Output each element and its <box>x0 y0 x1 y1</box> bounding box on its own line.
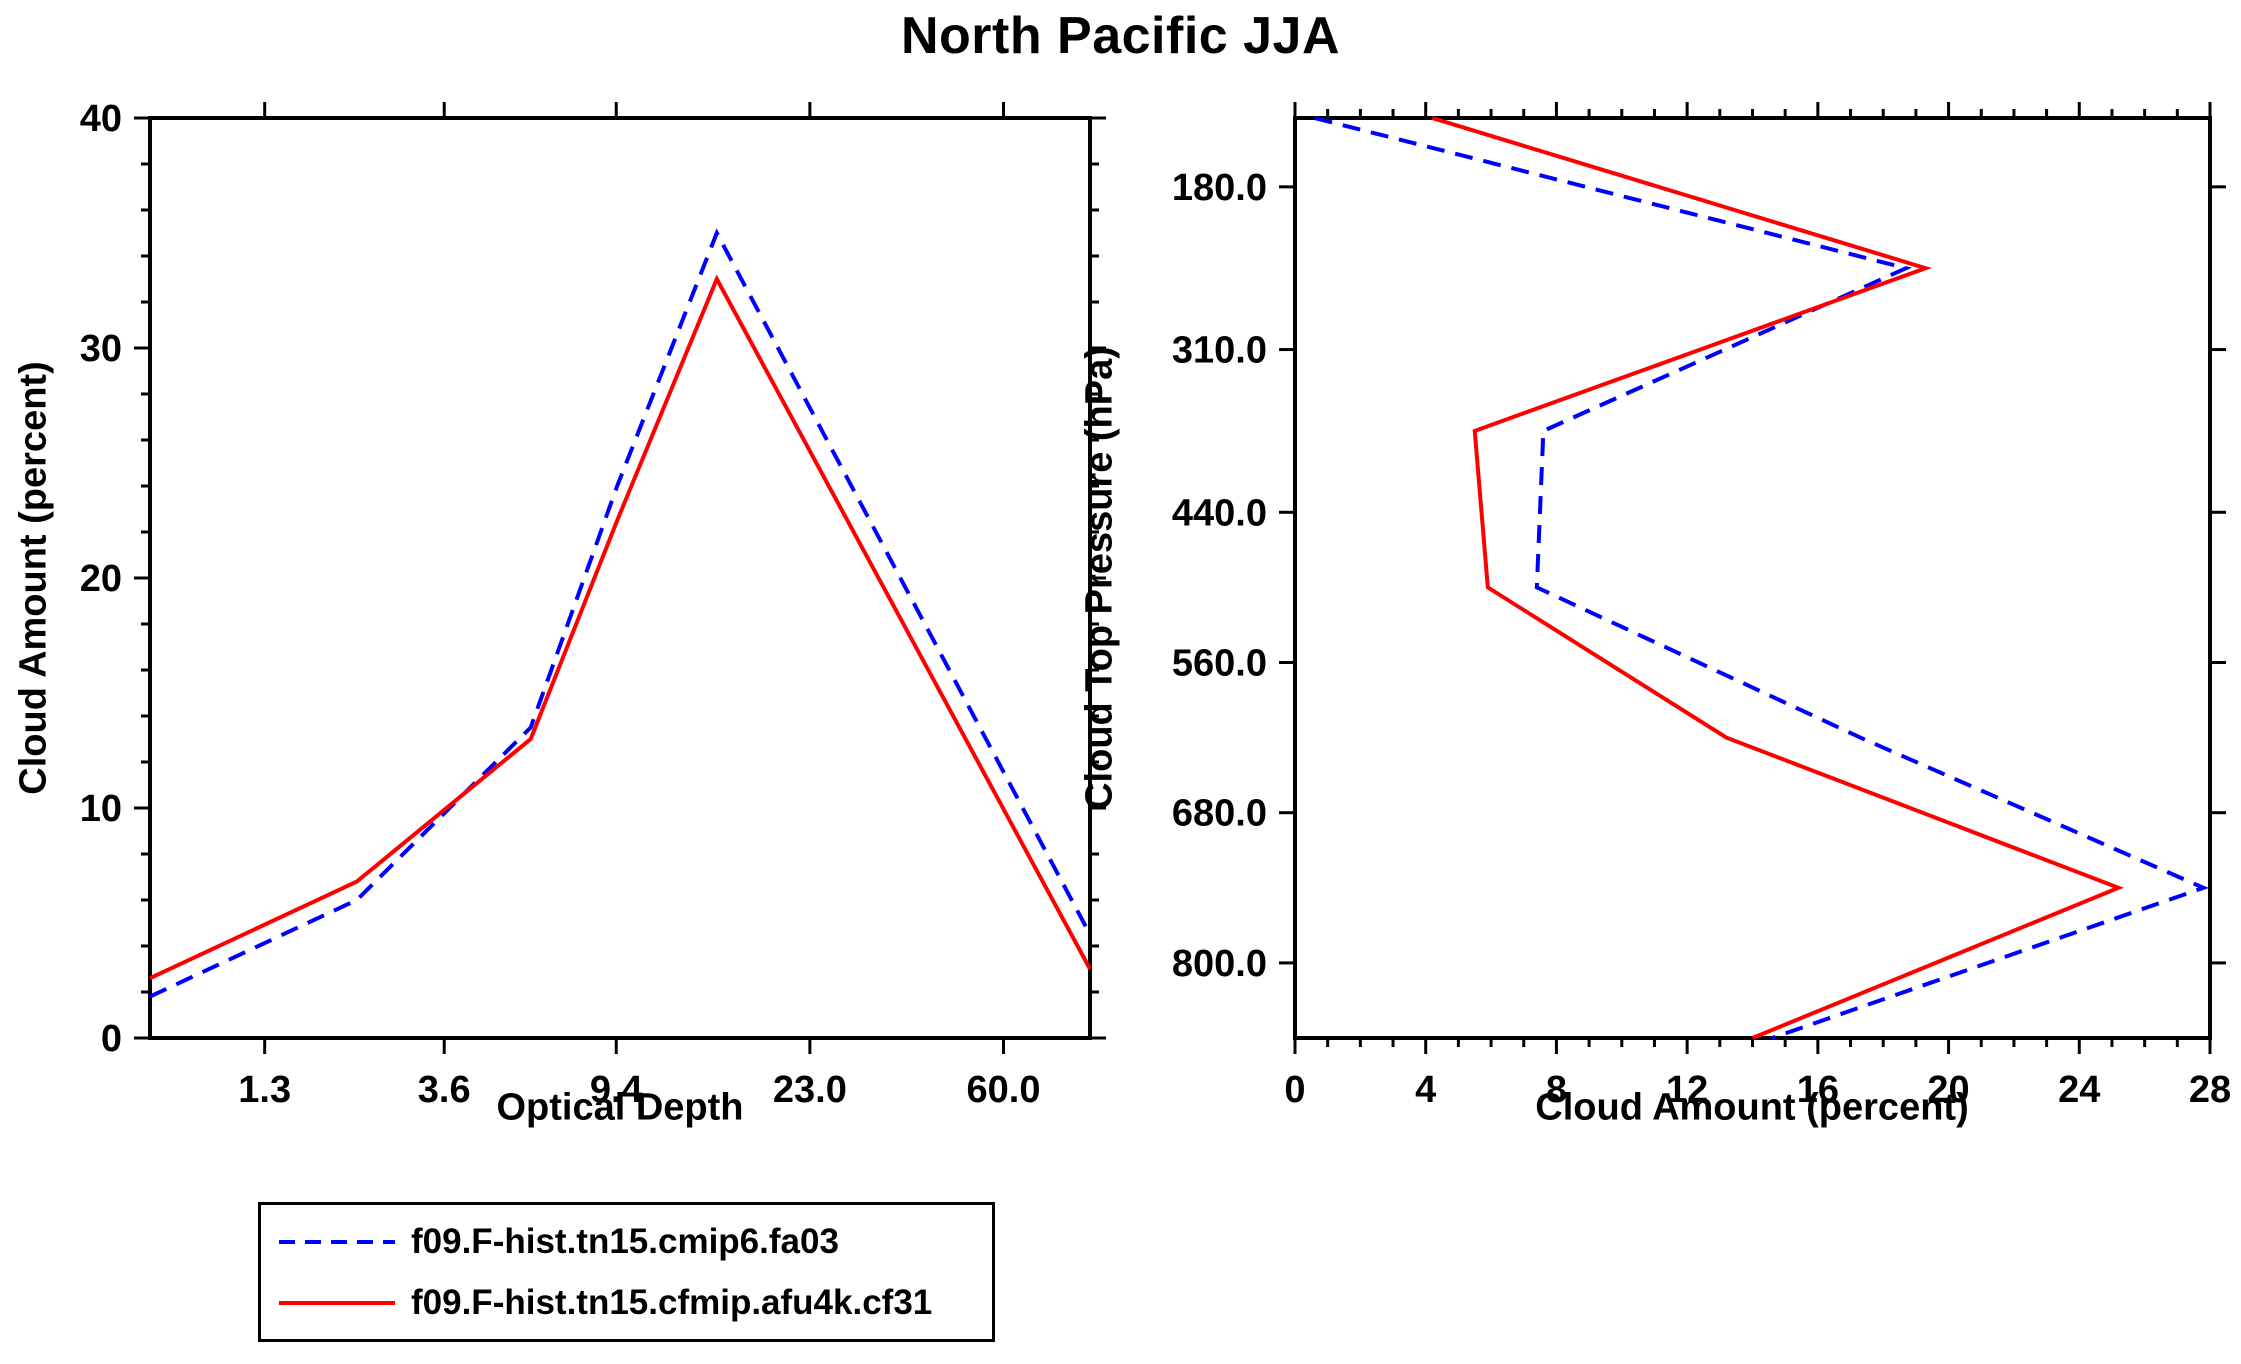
right-y-axis-label: Cloud Top Pressure (hPa) <box>1078 346 1121 810</box>
svg-text:1.3: 1.3 <box>238 1069 291 1111</box>
svg-text:310.0: 310.0 <box>1172 330 1267 372</box>
svg-text:0: 0 <box>1284 1069 1305 1111</box>
svg-text:16: 16 <box>1797 1069 1839 1111</box>
legend-line-solid-icon <box>279 1300 395 1305</box>
svg-text:30: 30 <box>80 328 122 370</box>
svg-text:20: 20 <box>80 558 122 600</box>
svg-text:800.0: 800.0 <box>1172 943 1267 985</box>
svg-text:680.0: 680.0 <box>1172 793 1267 835</box>
legend-label: f09.F-hist.tn15.cfmip.afu4k.cf31 <box>411 1282 933 1322</box>
left-y-axis-label: Cloud Amount (percent) <box>12 361 55 795</box>
right-x-axis-label: Cloud Amount (percent) <box>1535 1086 1969 1129</box>
svg-text:10: 10 <box>80 788 122 830</box>
legend-line-dashed-icon <box>279 1239 395 1244</box>
svg-text:9.4: 9.4 <box>590 1069 643 1111</box>
svg-text:60.0: 60.0 <box>967 1069 1041 1111</box>
svg-text:28: 28 <box>2189 1069 2231 1111</box>
svg-text:24: 24 <box>2058 1069 2100 1111</box>
svg-text:8: 8 <box>1546 1069 1567 1111</box>
svg-text:560.0: 560.0 <box>1172 642 1267 684</box>
svg-text:180.0: 180.0 <box>1172 167 1267 209</box>
svg-text:3.6: 3.6 <box>418 1069 471 1111</box>
svg-text:20: 20 <box>1927 1069 1969 1111</box>
svg-text:440.0: 440.0 <box>1172 492 1267 534</box>
svg-text:4: 4 <box>1415 1069 1436 1111</box>
svg-text:12: 12 <box>1666 1069 1708 1111</box>
svg-text:40: 40 <box>80 98 122 140</box>
left-x-axis-label: Optical Depth <box>496 1086 744 1129</box>
chart-title: North Pacific JJA <box>900 7 1341 65</box>
legend-entry-cmip6: f09.F-hist.tn15.cmip6.fa03 <box>261 1222 992 1262</box>
legend-label: f09.F-hist.tn15.cmip6.fa03 <box>411 1221 839 1261</box>
legend-entry-cfmip: f09.F-hist.tn15.cfmip.afu4k.cf31 <box>261 1283 992 1323</box>
svg-text:0: 0 <box>101 1018 122 1060</box>
legend: f09.F-hist.tn15.cmip6.fa03 f09.F-hist.tn… <box>258 1202 995 1342</box>
svg-text:23.0: 23.0 <box>773 1069 847 1111</box>
